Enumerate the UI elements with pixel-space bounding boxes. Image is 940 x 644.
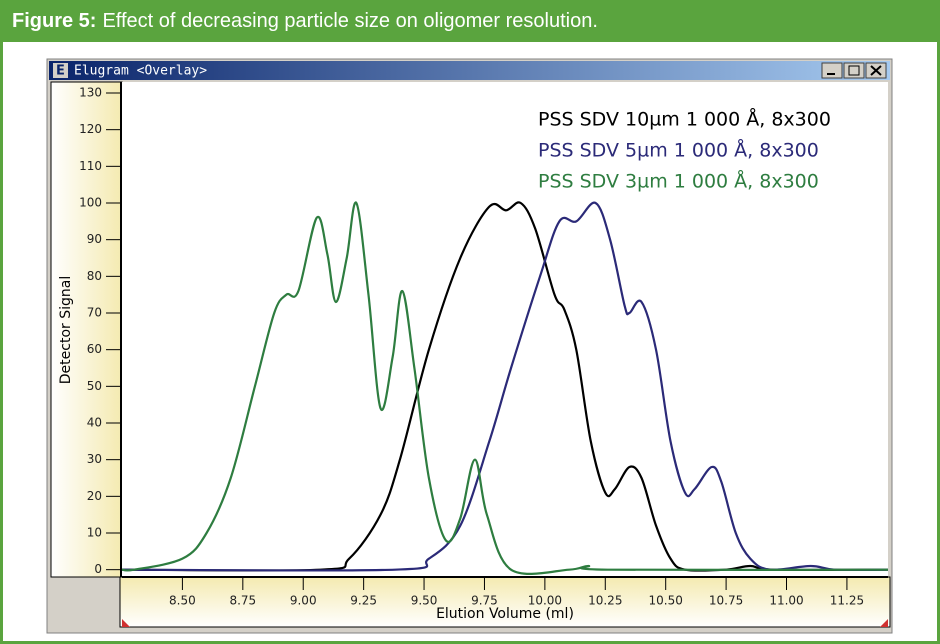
x-tick-label: 10.25 xyxy=(588,594,622,608)
x-tick-label: 9.00 xyxy=(290,594,317,608)
y-axis-panel xyxy=(50,81,123,578)
window-title: Elugram <Overlay> xyxy=(74,64,207,79)
y-tick-label: 90 xyxy=(87,232,102,246)
x-tick-label: 10.00 xyxy=(528,594,562,608)
legend-entry: PSS SDV 5µm 1 000 Å, 8x300 xyxy=(538,139,819,162)
x-tick-label: 9.75 xyxy=(471,594,498,608)
close-icon xyxy=(870,65,882,76)
y-tick-label: 120 xyxy=(79,122,102,136)
maximize-button[interactable] xyxy=(843,62,865,79)
legend-entry: PSS SDV 10µm 1 000 Å, 8x300 xyxy=(538,108,831,131)
x-tick-label: 11.25 xyxy=(830,594,864,608)
x-tick-label: 10.50 xyxy=(649,594,683,608)
x-scroll-marker xyxy=(122,619,130,627)
y-tick-label: 130 xyxy=(79,86,102,100)
x-tick-label: 10.75 xyxy=(709,594,743,608)
x-tick-label: 9.25 xyxy=(350,594,377,608)
minimize-button[interactable] xyxy=(821,62,843,79)
legend-entry: PSS SDV 3µm 1 000 Å, 8x300 xyxy=(538,170,819,193)
window-buttons xyxy=(821,62,887,79)
y-tick-label: 70 xyxy=(87,306,102,320)
y-tick-label: 30 xyxy=(87,452,102,466)
y-tick-label: 10 xyxy=(87,526,102,540)
caption: Figure 5: Effect of decreasing particle s… xyxy=(12,10,598,32)
caption-bar xyxy=(0,0,940,42)
figure-caption: Effect of decreasing particle size on ol… xyxy=(102,10,597,32)
x-axis-panel xyxy=(119,576,891,628)
x-scroll-marker xyxy=(880,619,888,627)
y-tick-label: 0 xyxy=(94,562,102,576)
y-tick-label: 20 xyxy=(87,489,102,503)
series-line xyxy=(121,201,889,572)
title-bar xyxy=(49,61,890,80)
x-tick-label: 9.50 xyxy=(411,594,438,608)
x-axis-label: Elution Volume (ml) xyxy=(436,606,574,622)
y-axis-label: Detector Signal xyxy=(58,276,74,384)
series-line xyxy=(121,201,889,575)
figure-label: Figure 5: xyxy=(12,10,96,32)
y-tick-label: 110 xyxy=(79,159,102,173)
x-tick-label: 11.00 xyxy=(769,594,803,608)
y-tick-label: 100 xyxy=(79,196,102,210)
x-tick-label: 8.75 xyxy=(229,594,256,608)
x-tick-label: 8.50 xyxy=(169,594,196,608)
plot-area xyxy=(122,82,888,577)
window-icon: E xyxy=(56,64,65,79)
maximize-icon xyxy=(848,65,860,76)
y-tick-label: 50 xyxy=(87,379,102,393)
window-icon-bg xyxy=(53,63,68,78)
y-tick-label: 60 xyxy=(87,342,102,356)
y-tick-label: 40 xyxy=(87,416,102,430)
y-tick-label: 80 xyxy=(87,269,102,283)
